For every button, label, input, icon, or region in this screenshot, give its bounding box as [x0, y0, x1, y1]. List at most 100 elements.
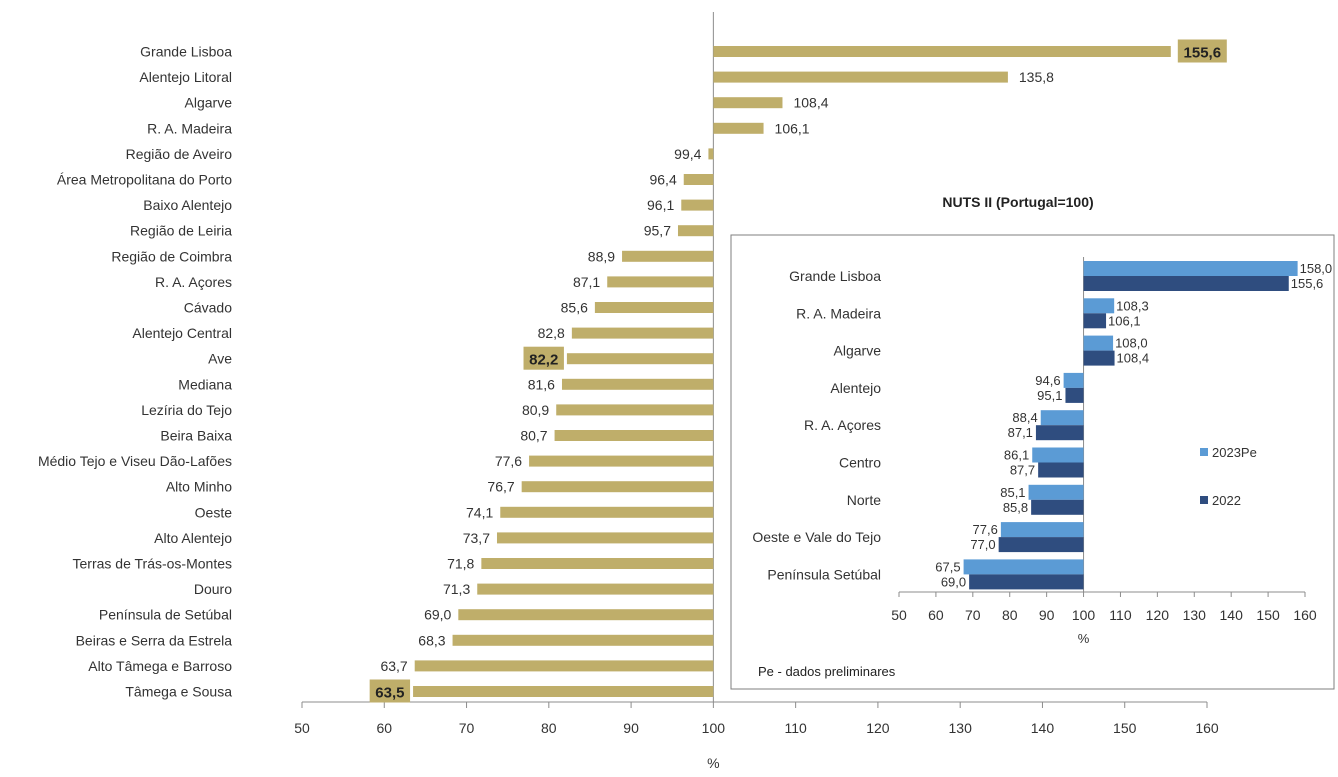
category-label: Cávado [184, 300, 232, 316]
inset-bar-2022 [1035, 425, 1084, 441]
category-label: Douro [194, 581, 232, 597]
inset-x-tick-label: 100 [1072, 607, 1096, 623]
bar [556, 404, 714, 416]
inset-value-label: 77,0 [970, 537, 995, 552]
inset-bar-2022 [1038, 462, 1084, 478]
bar [713, 122, 764, 134]
value-label: 68,3 [418, 632, 445, 648]
bar [458, 609, 714, 621]
bar [677, 225, 714, 237]
value-label: 82,2 [529, 352, 558, 369]
value-label: 135,8 [1019, 69, 1054, 85]
inset-category-label: Península Setúbal [767, 566, 881, 582]
legend-swatch [1200, 448, 1208, 456]
inset-bar-2022 [998, 537, 1084, 553]
inset-category-label: Norte [847, 492, 881, 508]
category-label: Algarve [185, 95, 233, 111]
category-label: Terras de Trás-os-Montes [73, 556, 233, 572]
value-label: 77,6 [495, 453, 522, 469]
inset-bar-2023Pe [1083, 298, 1115, 314]
inset-value-label: 106,1 [1108, 313, 1141, 328]
inset-x-tick-label: 110 [1109, 607, 1132, 623]
inset-title: NUTS II (Portugal=100) [942, 194, 1093, 210]
inset-value-label: 67,5 [935, 559, 960, 574]
category-label: Baixo Alentejo [143, 197, 232, 213]
value-label: 99,4 [674, 146, 701, 162]
inset-value-label: 94,6 [1035, 373, 1060, 388]
inset-x-tick-label: 120 [1146, 607, 1170, 623]
value-label: 63,7 [380, 658, 407, 674]
category-label: Lezíria do Tejo [141, 402, 232, 418]
inset-x-tick-label: 70 [965, 607, 981, 623]
inset-category-label: Centro [839, 455, 881, 471]
value-label: 106,1 [775, 120, 810, 136]
value-label: 63,5 [375, 685, 404, 702]
bar [521, 481, 714, 493]
inset-x-tick-label: 160 [1293, 607, 1317, 623]
category-label: Alto Tâmega e Barroso [88, 658, 232, 674]
inset-category-label: R. A. Madeira [796, 305, 881, 321]
category-label: Mediana [178, 376, 232, 392]
bar [500, 506, 714, 518]
value-label: 82,8 [538, 325, 565, 341]
bar [413, 686, 714, 697]
inset-bar-2022 [1083, 313, 1107, 329]
inset-x-tick-label: 50 [891, 607, 907, 623]
value-label: 108,4 [793, 95, 828, 111]
value-label: 155,6 [1184, 45, 1222, 62]
x-tick-label: 130 [949, 720, 973, 736]
x-axis-title: % [707, 755, 719, 771]
inset-value-label: 85,8 [1003, 500, 1028, 515]
inset-x-tick-label: 80 [1002, 607, 1018, 623]
inset-value-label: 95,1 [1037, 388, 1062, 403]
bar [713, 97, 783, 109]
legend-swatch [1200, 496, 1208, 504]
x-tick-label: 140 [1031, 720, 1055, 736]
value-label: 81,6 [528, 376, 555, 392]
bar [607, 276, 714, 288]
value-label: 74,1 [466, 504, 493, 520]
bar [622, 250, 714, 262]
category-label: Alentejo Central [132, 325, 232, 341]
inset-bar-2022 [1031, 499, 1084, 515]
inset-value-label: 87,1 [1008, 425, 1033, 440]
inset-bar-2023Pe [1032, 447, 1084, 463]
category-label: R. A. Madeira [147, 120, 232, 136]
value-label: 69,0 [424, 607, 451, 623]
value-label: 87,1 [573, 274, 600, 290]
x-tick-label: 90 [623, 720, 639, 736]
inset-value-label: 85,1 [1000, 485, 1025, 500]
bar [414, 660, 714, 672]
highlight-box [1177, 39, 1227, 63]
inset-category-label: R. A. Açores [804, 417, 881, 433]
bar [683, 174, 714, 185]
inset-bar-2023Pe [1040, 410, 1084, 426]
category-label: Grande Lisboa [140, 44, 232, 60]
inset-bar-2023Pe [1083, 261, 1298, 276]
bar [452, 634, 714, 646]
inset-x-tick-label: 90 [1039, 607, 1055, 623]
category-label: Alto Minho [166, 479, 232, 495]
x-tick-label: 80 [541, 720, 557, 736]
inset-bar-2022 [1083, 350, 1115, 366]
category-label: Região de Coimbra [111, 248, 232, 264]
inset-x-tick-label: 150 [1256, 607, 1280, 623]
inset-value-label: 86,1 [1004, 448, 1029, 463]
highlight-box [369, 679, 411, 703]
inset-category-label: Oeste e Vale do Tejo [752, 529, 881, 545]
value-label: 88,9 [588, 248, 615, 264]
category-label: Beira Baixa [160, 428, 232, 444]
inset-bar-2023Pe [1083, 335, 1114, 351]
category-label: Área Metropolitana do Porto [57, 172, 232, 188]
x-tick-label: 150 [1113, 720, 1137, 736]
inset-category-label: Grande Lisboa [789, 268, 881, 284]
value-label: 80,7 [520, 428, 547, 444]
highlight-box [523, 346, 564, 370]
x-tick-label: 70 [459, 720, 475, 736]
legend-label: 2022 [1212, 493, 1241, 508]
bar [566, 353, 714, 365]
category-label: Oeste [195, 504, 233, 520]
bar [713, 46, 1171, 57]
x-tick-label: 50 [294, 720, 310, 736]
category-label: Alto Alentejo [154, 530, 232, 546]
